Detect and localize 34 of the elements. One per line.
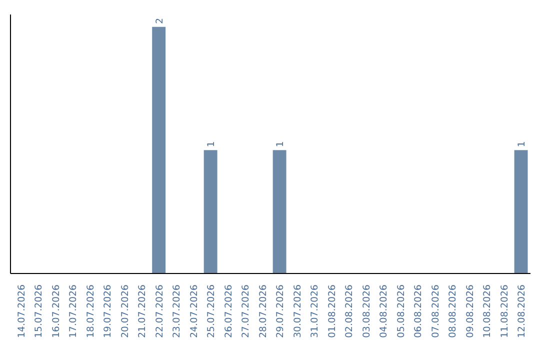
data-label: 1 [516,141,528,148]
x-tick-label: 02.08.2026 [344,284,356,338]
x-tick-label: 08.08.2026 [448,284,459,338]
x-tick-label: 25.07.2026 [206,284,218,338]
data-label: 2 [154,18,166,24]
x-tick-label: 10.08.2026 [482,284,494,338]
x-tick-label: 07.08.2026 [430,284,442,338]
x-tick-label: 28.07.2026 [258,284,269,338]
x-tick-label: 03.08.2026 [361,284,372,338]
x-tick-label: 01.08.2026 [326,284,338,338]
x-tick-label: 09.08.2026 [464,284,476,338]
x-tick-label: 20.07.2026 [120,284,131,338]
x-tick-label: 24.07.2026 [188,284,200,338]
x-tick-label: 14.07.2026 [16,284,28,338]
data-label: 1 [275,141,286,148]
x-tick-label: 31.07.2026 [310,284,321,338]
x-tick-label: 22.07.2026 [154,284,166,338]
x-tick-label: 30.07.2026 [292,284,304,338]
x-tick-label: 18.07.2026 [85,284,96,338]
x-tick-label: 23.07.2026 [172,284,183,338]
x-tick-label: 21.07.2026 [137,284,148,338]
x-tick-label: 19.07.2026 [102,284,114,338]
x-tick-label: 15.07.2026 [34,284,45,338]
x-tick-label: 27.07.2026 [240,284,252,338]
x-tick-label: 29.07.2026 [275,284,286,338]
x-tick-label: 06.08.2026 [413,284,424,338]
x-tick-label: 17.07.2026 [68,284,80,338]
x-tick-label: 11.08.2026 [499,284,510,338]
x-tick-label: 16.07.2026 [50,284,62,338]
x-tick-label: 05.08.2026 [396,284,407,338]
x-tick-label: 04.08.2026 [378,284,390,338]
x-tick-label: 26.07.2026 [223,284,234,338]
x-tick-label: 12.08.2026 [516,284,528,338]
data-label: 1 [206,141,218,148]
